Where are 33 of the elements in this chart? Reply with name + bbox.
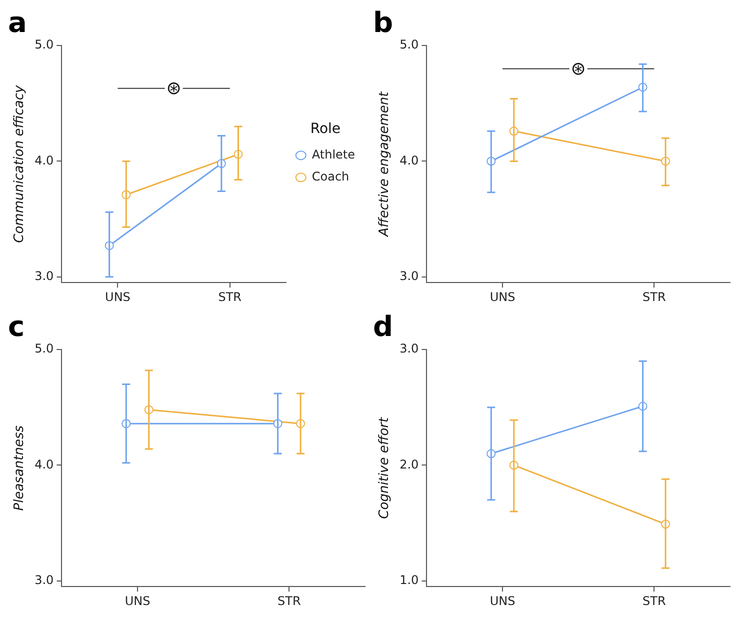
y-tick-label: 4.0 — [34, 153, 54, 168]
legend-label: Coach — [312, 170, 350, 184]
legend-label: Athlete — [312, 148, 356, 162]
chart-title: d — [373, 310, 394, 344]
y-tick-label: 5.0 — [34, 38, 54, 52]
x-tick-label: UNS — [490, 290, 516, 304]
y-tick-label: 1.0 — [400, 572, 419, 587]
y-tick-label: 5.0 — [34, 342, 54, 356]
y-tick-label: 3.0 — [400, 342, 419, 356]
annotation: ⊛ — [570, 58, 586, 80]
y-axis-title: Pleasantness — [12, 425, 28, 511]
chart-title: a — [8, 6, 27, 40]
x-tick-label: STR — [642, 594, 666, 608]
x-tick-label: UNS — [490, 594, 516, 608]
chart-title: b — [373, 6, 394, 40]
x-tick-label: STR — [218, 290, 242, 304]
chart-title: c — [8, 310, 25, 344]
y-tick-label: 3.0 — [400, 268, 419, 283]
y-tick-label: 4.0 — [34, 457, 54, 472]
y-tick-label: 3.0 — [34, 268, 54, 283]
x-tick-label: UNS — [124, 594, 150, 608]
legend-title: Role — [310, 121, 341, 138]
y-axis-title: Cognitive effort — [377, 416, 392, 519]
y-tick-label: 2.0 — [400, 457, 419, 472]
annotation: ⊛ — [166, 78, 182, 100]
y-tick-label: 3.0 — [34, 572, 54, 587]
y-tick-label: 5.0 — [400, 38, 419, 52]
y-tick-label: 4.0 — [400, 153, 419, 168]
x-tick-label: STR — [278, 594, 301, 608]
y-axis-title: Affective engagement — [377, 90, 392, 238]
x-tick-label: STR — [642, 290, 666, 304]
y-axis-title: Communication efficacy — [12, 85, 28, 243]
x-tick-label: UNS — [105, 290, 130, 304]
